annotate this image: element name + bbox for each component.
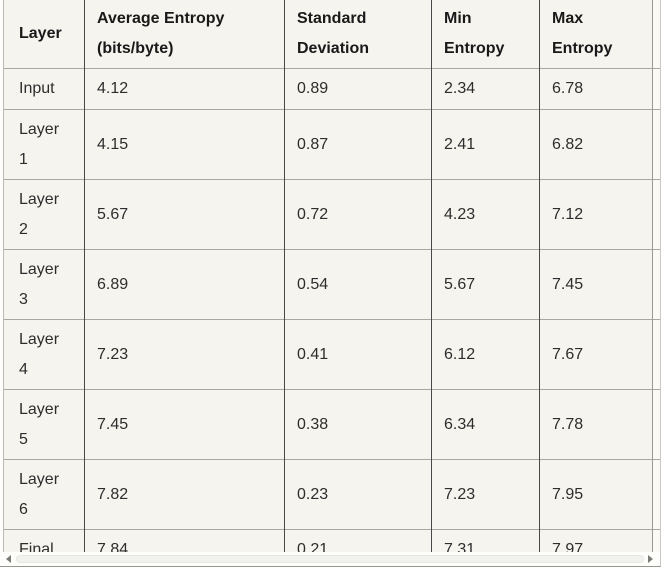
cell-max-entropy: 7.67 xyxy=(539,319,653,390)
table-row: Layer 1 4.15 0.87 2.41 6.82 xyxy=(3,109,660,180)
cell-layer: Layer 3 xyxy=(3,249,85,320)
table-row: Input 4.12 0.89 2.34 6.78 xyxy=(3,68,660,110)
cell-avg-entropy: 5.67 xyxy=(84,179,285,250)
cell-max-entropy: 7.78 xyxy=(539,389,653,460)
cell-std-dev: 0.87 xyxy=(284,109,432,180)
cell-max-entropy: 6.78 xyxy=(539,68,653,110)
cell-avg-entropy: 6.89 xyxy=(84,249,285,320)
cell-max-entropy: 7.12 xyxy=(539,179,653,250)
cell-layer: Input xyxy=(3,68,85,110)
cell-min-entropy: 7.23 xyxy=(431,459,540,530)
scroll-right-arrow-icon[interactable] xyxy=(648,555,653,563)
cell-std-dev: 0.41 xyxy=(284,319,432,390)
table-header-row: Layer Average Entropy (bits/byte) Standa… xyxy=(3,0,660,69)
column-header-standard-deviation: Standard Deviation xyxy=(284,0,432,69)
clipped-column-cell xyxy=(652,109,660,180)
entropy-statistics-table: Layer Average Entropy (bits/byte) Standa… xyxy=(3,0,660,566)
cell-min-entropy: 6.34 xyxy=(431,389,540,460)
cell-max-entropy: 7.95 xyxy=(539,459,653,530)
column-header-min-entropy: Min Entropy xyxy=(431,0,540,69)
scroll-left-arrow-icon[interactable] xyxy=(6,555,11,563)
cell-std-dev: 0.23 xyxy=(284,459,432,530)
clipped-column-cell xyxy=(652,459,660,530)
clipped-column-cell xyxy=(652,529,660,566)
table-row: Layer 5 7.45 0.38 6.34 7.78 xyxy=(3,389,660,460)
table-row: Layer 2 5.67 0.72 4.23 7.12 xyxy=(3,179,660,250)
cell-std-dev: 0.54 xyxy=(284,249,432,320)
cell-std-dev: 0.89 xyxy=(284,68,432,110)
cell-max-entropy: 6.82 xyxy=(539,109,653,180)
cell-max-entropy: 7.45 xyxy=(539,249,653,320)
cell-avg-entropy: 7.45 xyxy=(84,389,285,460)
cell-layer: Layer 4 xyxy=(3,319,85,390)
clipped-column-header xyxy=(652,0,660,69)
cell-std-dev: 0.38 xyxy=(284,389,432,460)
horizontal-scrollbar[interactable] xyxy=(0,552,660,566)
clipped-column-cell xyxy=(652,68,660,110)
table-row: Layer 4 7.23 0.41 6.12 7.67 xyxy=(3,319,660,390)
cell-layer: Layer 5 xyxy=(3,389,85,460)
cell-min-entropy: 5.67 xyxy=(431,249,540,320)
cell-layer: Layer 1 xyxy=(3,109,85,180)
cell-avg-entropy: 4.15 xyxy=(84,109,285,180)
clipped-column-cell xyxy=(652,179,660,250)
cell-std-dev: 0.72 xyxy=(284,179,432,250)
clipped-column-cell xyxy=(652,249,660,320)
cell-avg-entropy: 7.23 xyxy=(84,319,285,390)
table-row: Layer 3 6.89 0.54 5.67 7.45 xyxy=(3,249,660,320)
cell-min-entropy: 2.34 xyxy=(431,68,540,110)
clipped-column-cell xyxy=(652,319,660,390)
scrollbar-thumb[interactable] xyxy=(16,555,644,563)
table-row: Layer 6 7.82 0.23 7.23 7.95 xyxy=(3,459,660,530)
cell-min-entropy: 2.41 xyxy=(431,109,540,180)
cell-avg-entropy: 4.12 xyxy=(84,68,285,110)
cell-avg-entropy: 7.82 xyxy=(84,459,285,530)
clipped-column-cell xyxy=(652,389,660,460)
column-header-average-entropy: Average Entropy (bits/byte) xyxy=(84,0,285,69)
cell-min-entropy: 6.12 xyxy=(431,319,540,390)
cell-min-entropy: 4.23 xyxy=(431,179,540,250)
column-header-layer: Layer xyxy=(3,0,85,69)
column-header-max-entropy: Max Entropy xyxy=(539,0,653,69)
cell-layer: Layer 6 xyxy=(3,459,85,530)
cell-layer: Layer 2 xyxy=(3,179,85,250)
